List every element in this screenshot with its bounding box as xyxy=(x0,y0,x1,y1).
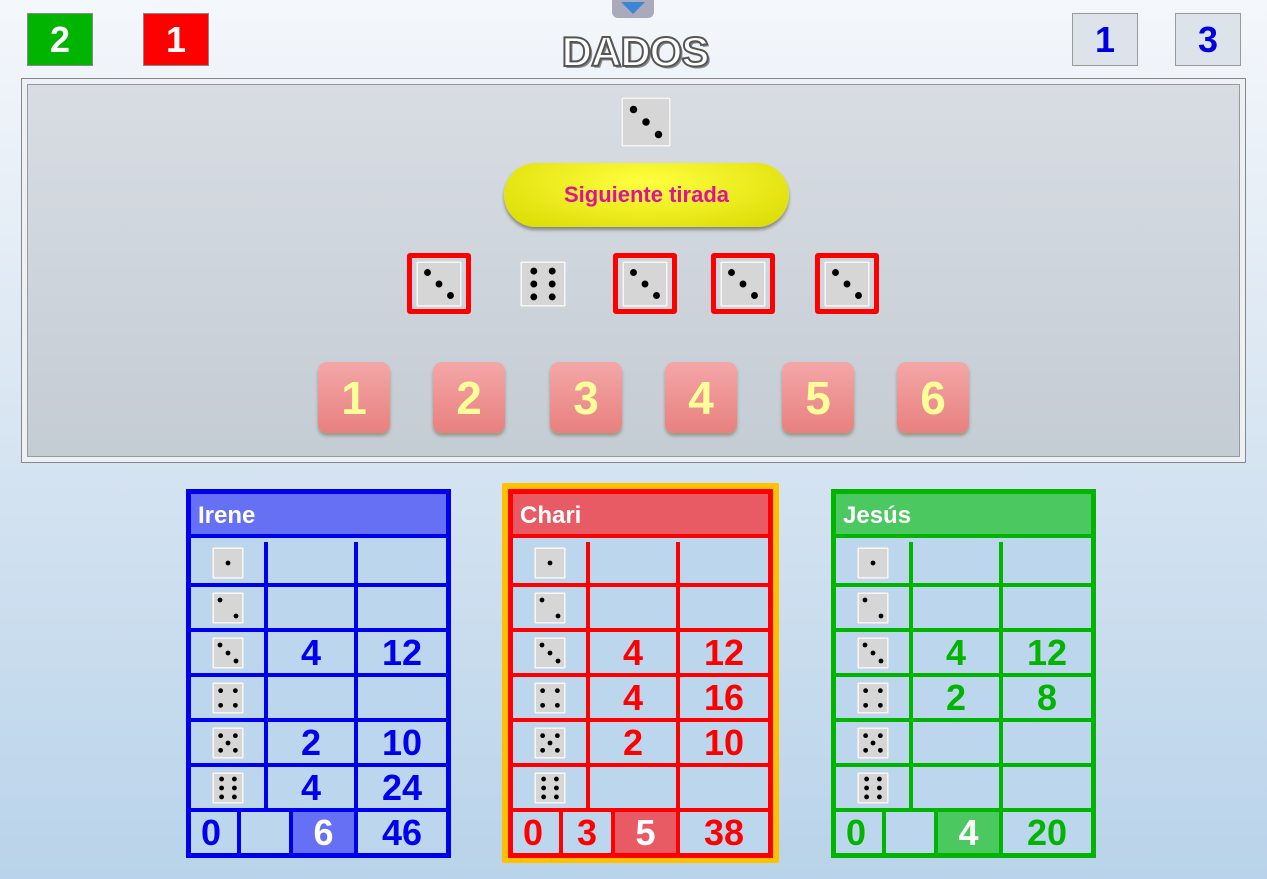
bonus-cell: 0 xyxy=(191,812,241,853)
count-cell[interactable]: 4 xyxy=(913,632,1003,677)
count-cell[interactable] xyxy=(913,722,1003,767)
count-cell[interactable] xyxy=(913,767,1003,812)
count-cell[interactable]: 4 xyxy=(268,632,358,677)
total-score-cell: 20 xyxy=(1026,811,1068,853)
number-button-2[interactable]: 2 xyxy=(433,362,505,433)
points-cell[interactable]: 12 xyxy=(1003,632,1091,677)
points-cell[interactable]: 10 xyxy=(358,722,446,767)
number-button-5[interactable]: 5 xyxy=(782,362,854,433)
current-count-cell: 5 xyxy=(615,812,680,853)
bonus-cell: 0 xyxy=(513,812,563,853)
number-button-1[interactable]: 1 xyxy=(318,362,390,433)
extra-cell xyxy=(886,812,938,853)
count-cell[interactable]: 2 xyxy=(913,677,1003,722)
points-cell[interactable]: 16 xyxy=(680,677,768,722)
player-name: Jesús xyxy=(836,494,1091,538)
extra-cell: 3 xyxy=(563,812,615,853)
next-roll-button[interactable]: Siguiente tirada xyxy=(504,163,789,227)
current-count-cell: 4 xyxy=(938,812,1003,853)
count-cell[interactable] xyxy=(913,542,1003,587)
points-cell[interactable] xyxy=(358,542,446,587)
die-face-6-icon xyxy=(513,767,590,812)
total-score-cell: 46 xyxy=(381,811,423,853)
score-badge-red: 1 xyxy=(143,13,209,66)
points-cell[interactable] xyxy=(1003,587,1091,632)
points-cell[interactable]: 8 xyxy=(1003,677,1091,722)
bonus-cell: 0 xyxy=(836,812,886,853)
game-title: DADOS xyxy=(561,27,711,76)
points-cell[interactable] xyxy=(358,677,446,722)
die-face-1-icon xyxy=(836,542,913,587)
scorecard-jesús: Jesús 4 12 2 8 0 4 20 xyxy=(831,489,1096,858)
player-name: Chari xyxy=(513,494,768,538)
player-name: Irene xyxy=(191,494,446,538)
die-face-6-icon xyxy=(191,767,268,812)
points-cell[interactable]: 10 xyxy=(680,722,768,767)
count-cell[interactable] xyxy=(268,677,358,722)
points-cell[interactable] xyxy=(680,767,768,812)
extra-cell xyxy=(241,812,293,853)
count-cell[interactable]: 2 xyxy=(268,722,358,767)
current-count-cell: 6 xyxy=(293,812,358,853)
number-button-3[interactable]: 3 xyxy=(550,362,622,433)
total-score-cell: 38 xyxy=(703,811,745,853)
points-cell[interactable]: 24 xyxy=(358,767,446,812)
die-face-6-icon xyxy=(836,767,913,812)
die-face-2-icon xyxy=(191,587,268,632)
points-cell[interactable]: 12 xyxy=(680,632,768,677)
die-face-5-icon xyxy=(513,722,590,767)
score-badge-green: 2 xyxy=(27,13,93,66)
number-button-4[interactable]: 4 xyxy=(665,362,737,433)
die-face-5-icon xyxy=(836,722,913,767)
rolled-die-2[interactable] xyxy=(520,261,566,307)
points-cell[interactable] xyxy=(1003,542,1091,587)
points-cell[interactable]: 12 xyxy=(358,632,446,677)
count-cell[interactable] xyxy=(913,587,1003,632)
points-cell[interactable] xyxy=(680,587,768,632)
die-face-5-icon xyxy=(191,722,268,767)
roll-counter: 3 xyxy=(1175,13,1241,66)
die-face-3-icon xyxy=(836,632,913,677)
points-cell[interactable] xyxy=(358,587,446,632)
die-face-4-icon xyxy=(836,677,913,722)
round-counter: 1 xyxy=(1072,13,1138,66)
scorecard-chari: Chari 4 12 4 16 2 10 0 3 5 38 xyxy=(508,489,773,858)
die-face-1-icon xyxy=(191,542,268,587)
points-cell[interactable] xyxy=(1003,722,1091,767)
current-die-icon xyxy=(621,97,671,147)
die-face-4-icon xyxy=(513,677,590,722)
count-cell[interactable]: 4 xyxy=(268,767,358,812)
count-cell[interactable]: 4 xyxy=(590,677,680,722)
die-face-3-icon xyxy=(513,632,590,677)
count-cell[interactable] xyxy=(590,587,680,632)
count-cell[interactable] xyxy=(268,542,358,587)
collapse-toggle-arrow-icon[interactable] xyxy=(612,0,654,18)
die-face-4-icon xyxy=(191,677,268,722)
die-face-3-icon xyxy=(191,632,268,677)
scorecard-irene: Irene 4 12 2 10 4 24 0 6 46 xyxy=(186,489,451,858)
count-cell[interactable] xyxy=(268,587,358,632)
points-cell[interactable] xyxy=(1003,767,1091,812)
die-face-1-icon xyxy=(513,542,590,587)
count-cell[interactable] xyxy=(590,767,680,812)
points-cell[interactable] xyxy=(680,542,768,587)
count-cell[interactable]: 2 xyxy=(590,722,680,767)
number-button-6[interactable]: 6 xyxy=(897,362,969,433)
count-cell[interactable]: 4 xyxy=(590,632,680,677)
die-face-2-icon xyxy=(836,587,913,632)
die-face-2-icon xyxy=(513,587,590,632)
count-cell[interactable] xyxy=(590,542,680,587)
